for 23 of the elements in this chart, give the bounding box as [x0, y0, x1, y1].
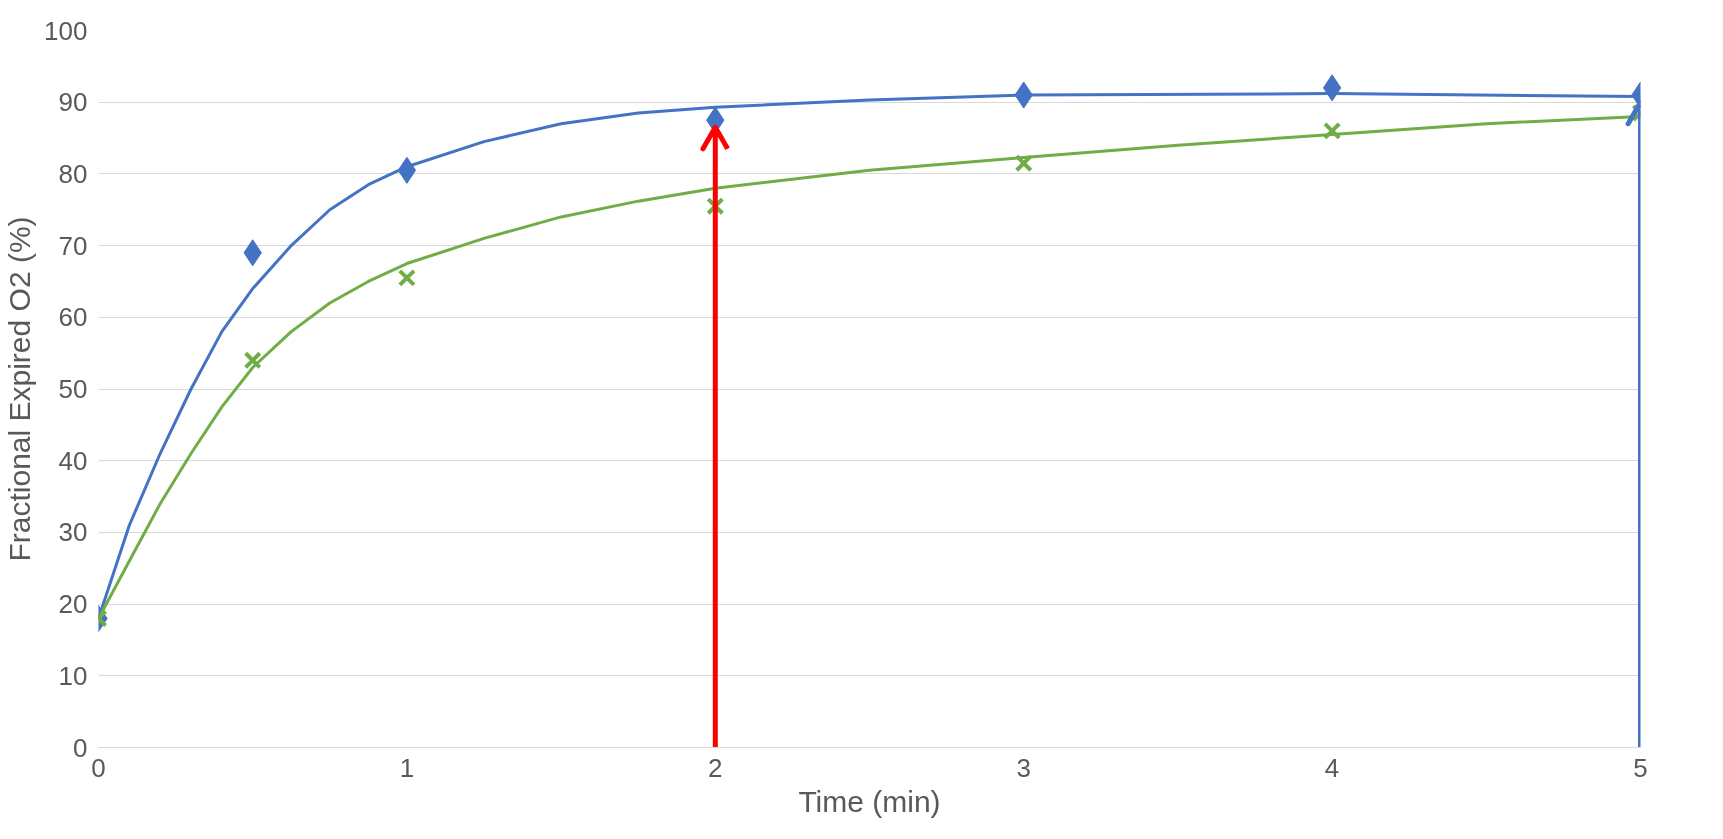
x-tick-label: 2	[708, 752, 723, 783]
point	[1322, 74, 1342, 102]
y-axis-title: Fractional Expired O2 (%)	[3, 216, 37, 562]
y-tick-label: 100	[44, 15, 88, 46]
y-tick-label: 60	[58, 302, 88, 333]
y-tick-label: 90	[58, 87, 88, 118]
point	[1323, 121, 1342, 140]
point	[397, 268, 416, 287]
y-tick-label: 80	[58, 158, 88, 189]
y-tick-label: 10	[58, 660, 88, 691]
y-tick-label: 40	[58, 445, 88, 476]
y-tick-label: 30	[58, 517, 88, 548]
y-tick-label: 0	[73, 732, 88, 763]
y-tick-label: 50	[58, 374, 88, 404]
point	[1014, 154, 1033, 173]
point	[243, 351, 262, 370]
x-tick-label: 3	[1016, 752, 1031, 783]
y-tick-label: 20	[58, 589, 88, 620]
x-axis-title: Time (min)	[798, 784, 941, 818]
x-tick-label: 1	[399, 752, 415, 783]
x-tick-label: 5	[1633, 752, 1648, 783]
x-tick-label: 4	[1324, 752, 1340, 783]
y-tick-label: 70	[58, 230, 88, 261]
